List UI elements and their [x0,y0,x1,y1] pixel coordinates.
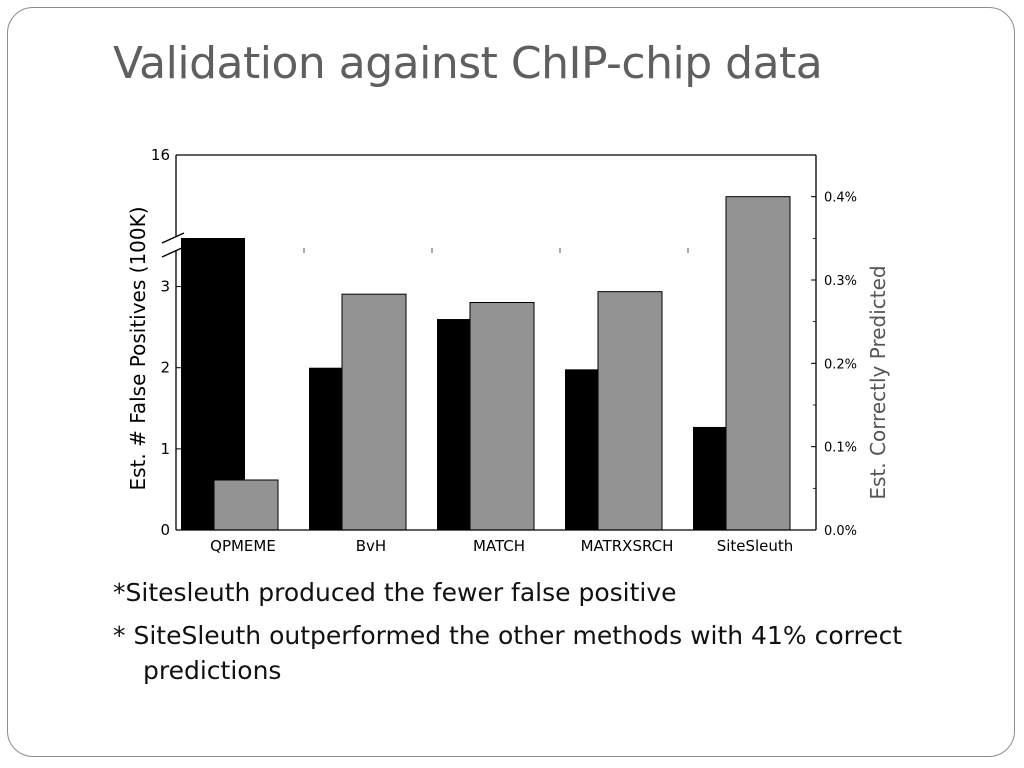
x-tick-label: QPMEME [210,537,276,555]
bar-correctly-predicted [469,302,535,531]
y2-tick-label: 0.2% [824,357,857,372]
y-tick-label: 16 [151,146,170,164]
x-tick-label: SiteSleuth [717,537,794,555]
bar-correctly-predicted [597,291,663,531]
y-tick-label: 0 [160,521,170,539]
y2-tick-label: 0.4% [824,191,857,206]
bullet-list: *Sitesleuth produced the fewer false pos… [113,575,933,690]
bar-chart: QPMEME BvH MATCH MATRXSRCH SiteSleuth 0 1 2 3 16 0… [126,146,890,555]
bar-correctly-predicted [341,293,407,531]
y-tick-label: 3 [160,278,170,296]
y2-tick-label: 0.1% [824,441,857,456]
x-tick-label: BvH [356,537,386,555]
y-axis-label: Est. # False Positives (100K) [126,206,150,490]
x-tick-label: MATRXSRCH [581,537,674,555]
y2-tick-label: 0.0% [824,524,857,539]
slide-title: Validation against ChIP-chip data [113,38,823,89]
bar-correctly-predicted [725,196,791,531]
axis-break-mark [161,246,185,258]
bullet-item: * SiteSleuth outperformed the other meth… [113,621,903,685]
bullet-item: *Sitesleuth produced the fewer false pos… [113,578,677,607]
y2-axis-label: Est. Correctly Predicted [866,265,890,499]
x-tick-label: MATCH [473,537,525,555]
y2-tick-label: 0.3% [824,274,857,289]
y-tick-label: 2 [160,359,170,377]
axis-break-mark [161,232,185,244]
bar-correctly-predicted [213,479,279,531]
y-tick-label: 1 [160,440,170,458]
